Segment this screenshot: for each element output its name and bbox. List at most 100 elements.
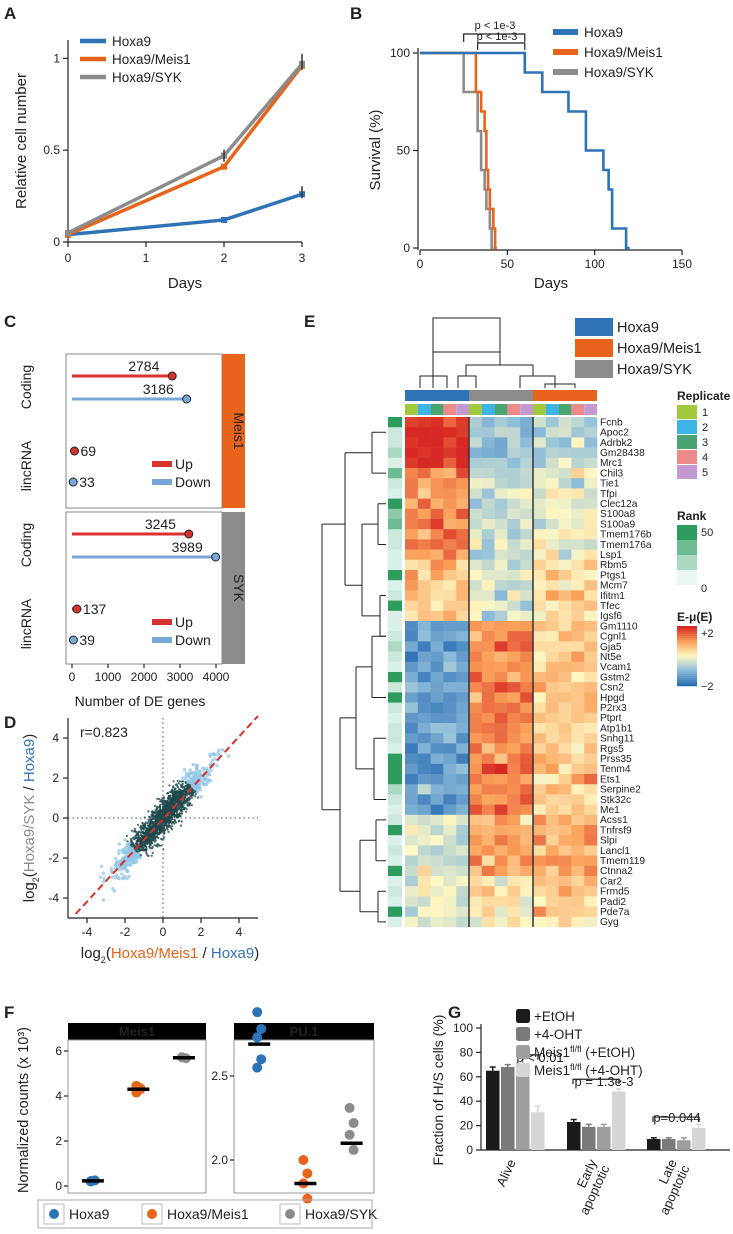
panel-label-a: A [4,4,16,23]
de-count-label: 137 [83,601,107,617]
scatter-point [163,821,166,824]
x-category-label: Alive [493,1157,519,1189]
heatmap-cell [494,488,508,499]
scale-swatch [677,670,697,673]
bar [531,1112,545,1150]
scatter-point [129,839,133,842]
heatmap-cell [494,478,508,489]
scatter-point [150,854,153,857]
heatmap-cell [469,743,483,754]
de-group-syk: SYK 3245 3989 137 39 Coding lincRNA Up Down [18,511,247,665]
scatter-point [201,782,206,786]
heatmap-cell [584,447,598,459]
heatmap-cell [571,457,585,469]
heatmap-cell [533,661,547,673]
rank-cell [388,621,402,632]
heatmap-cell [469,896,483,907]
heatmap-cell [456,855,470,867]
heatmap-cell [558,794,572,805]
heatmap-cell [584,814,598,826]
dendro-branch [375,819,386,862]
heatmap-cell [443,855,457,867]
heatmap-cell [443,621,457,632]
heatmap-cell [533,672,547,683]
heatmap-cell [430,896,444,907]
panel-label-d: D [4,713,16,732]
text-part: / [198,945,211,962]
replicate-label: 3 [702,437,708,449]
heatmap-cell [469,804,483,816]
heatmap-cell [494,733,508,744]
scatter-point [185,792,188,795]
heatmap-cell [507,804,521,816]
legend-label: +EtOH [534,1009,575,1024]
bar [692,1128,706,1150]
heatmap-cell [430,600,444,612]
heatmap-cell [469,600,483,612]
heatmap-cell [481,559,495,571]
scatter-point [175,811,178,814]
heatmap-cell [520,427,534,438]
heatmap-cell [571,570,585,581]
scale-swatch [677,654,697,657]
scatter-point [161,800,164,804]
scatter-point [186,784,189,787]
heatmap-cell [481,447,495,459]
heatmap-cell [533,682,547,693]
text-part: Alive [493,1157,519,1189]
scatter-point [145,852,148,855]
rank-cell [388,468,402,479]
heatmap-cell [520,570,534,581]
gene-labels: FcnbApoc2Adrbk2Gm28438Mrc1Chil3Tie1TfpiC… [600,417,652,928]
heatmap-cell [494,825,508,836]
heatmap-cell [571,600,585,612]
heatmap-cell [456,865,470,877]
heatmap-cell [584,417,598,428]
heatmap-cell [533,723,547,734]
scatter-point [177,813,180,816]
heatmap-cell [571,621,585,632]
scatter-point [153,844,156,847]
heatmap-cell [469,447,483,459]
heatmap-cell [584,835,598,846]
heatmap-cell [430,519,444,530]
gene-label: Gm28438 [600,448,645,459]
heatmap-cell [520,845,534,856]
heatmap-cell [456,478,470,489]
heatmap-cell [430,743,444,754]
scale-swatch [677,648,697,651]
heatmap-cell [520,876,534,887]
replicate-swatch [677,435,697,449]
heatmap-cell [507,600,521,612]
heatmap-cell [494,763,508,775]
heatmap-cell [571,529,585,540]
heatmap-cell [558,661,572,673]
rank-legend-title: Rank [677,509,707,523]
heatmap-cell [545,876,559,887]
gene-label: Tnfrsf9 [600,825,632,836]
heatmap-cell [469,784,483,795]
heatmap-cell [443,600,457,612]
heatmap-cell [520,916,534,928]
scatter-point [142,848,145,851]
heatmap-cell [545,855,559,867]
heatmap-cell [494,855,508,867]
scatter-point [215,763,219,768]
heatmap-cell [507,529,521,540]
scatter-point [116,876,120,880]
dendro-branch [419,375,448,388]
heatmap-cell [558,610,572,622]
heatmap-cell [417,610,431,622]
scatter-point [132,851,137,855]
heatmap-cell [584,682,598,693]
gene-label: Padi2 [600,897,626,908]
legend-label: Up [175,456,193,472]
series-line [67,64,304,237]
gene-label: Prss35 [600,754,632,765]
heatmap-cell [443,447,457,459]
heatmap-cell [558,682,572,693]
heatmap-cell [520,804,534,816]
heatmap-cell [443,774,457,785]
heatmap-cell [469,437,483,448]
survival-curve [420,51,497,250]
